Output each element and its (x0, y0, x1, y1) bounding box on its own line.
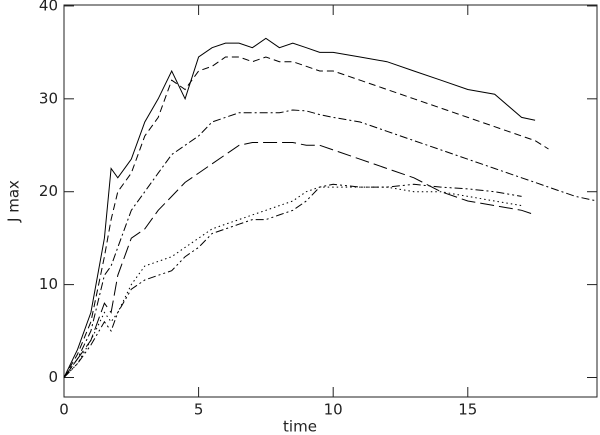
y-tick-label: 40 (39, 0, 58, 14)
series-line (63, 37, 536, 378)
x-tick-label: 5 (194, 401, 204, 419)
y-axis-label: J max (5, 180, 23, 223)
x-tick-label: 0 (59, 401, 69, 419)
y-tick-label: 10 (39, 275, 58, 293)
series-line (63, 183, 522, 378)
series-line (63, 142, 536, 378)
x-axis-label: time (283, 418, 317, 435)
y-tick-label: 30 (39, 89, 58, 107)
x-tick-label: 15 (458, 401, 477, 419)
series-line (63, 56, 549, 378)
series-line (63, 186, 522, 378)
y-tick-label: 0 (48, 368, 58, 386)
x-tick-label: 10 (324, 401, 343, 419)
plot-frame (63, 4, 598, 398)
y-tick-label: 20 (39, 182, 58, 200)
series-line (63, 109, 598, 378)
